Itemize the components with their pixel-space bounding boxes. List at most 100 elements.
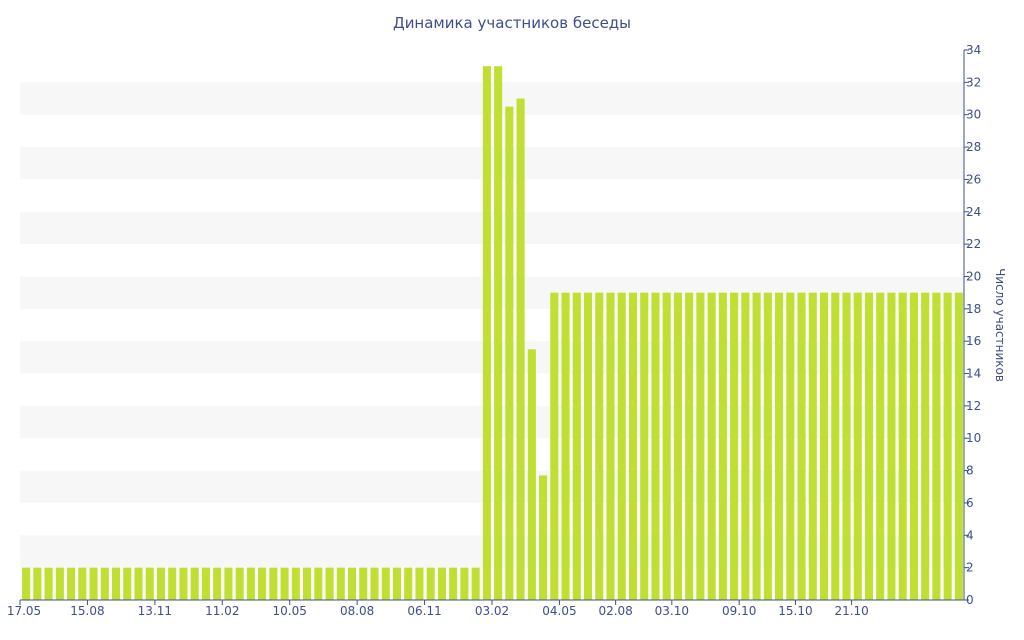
bar bbox=[932, 292, 941, 600]
bar bbox=[145, 567, 154, 600]
bar bbox=[673, 292, 682, 600]
y-tick-label: 18 bbox=[966, 302, 981, 316]
bars bbox=[22, 66, 963, 601]
y-tick-label: 30 bbox=[966, 108, 981, 122]
y-tick-label: 8 bbox=[966, 464, 974, 478]
bar bbox=[44, 567, 53, 600]
bar bbox=[696, 292, 705, 600]
bar bbox=[111, 567, 121, 600]
y-axis-label: Число участников bbox=[993, 268, 1007, 382]
y-tick-label: 16 bbox=[966, 334, 981, 348]
x-tick-label: 11.02 bbox=[205, 604, 239, 618]
bar bbox=[415, 567, 424, 600]
y-tick-label: 10 bbox=[966, 431, 981, 445]
bar bbox=[539, 475, 548, 600]
y-tick-label: 2 bbox=[966, 561, 974, 575]
x-tick-label: 17.05 bbox=[7, 604, 41, 618]
y-tick-label: 12 bbox=[966, 399, 981, 413]
bar bbox=[819, 292, 829, 600]
bar bbox=[280, 567, 289, 600]
grid-band bbox=[20, 82, 964, 115]
bar bbox=[359, 567, 368, 600]
x-tick-label: 03.10 bbox=[655, 604, 689, 618]
bar bbox=[842, 292, 851, 600]
bar bbox=[730, 292, 739, 600]
bar bbox=[22, 567, 31, 600]
y-tick-label: 22 bbox=[966, 237, 981, 251]
bar bbox=[808, 292, 817, 600]
bar bbox=[752, 292, 761, 600]
bar bbox=[651, 292, 660, 600]
x-tick-label: 15.10 bbox=[778, 604, 812, 618]
bar bbox=[449, 567, 458, 600]
bar bbox=[325, 567, 334, 600]
bar bbox=[404, 567, 413, 600]
bar bbox=[617, 292, 626, 600]
x-tick-label: 04.05 bbox=[542, 604, 576, 618]
bar bbox=[954, 292, 963, 600]
y-tick-label: 0 bbox=[966, 593, 974, 607]
bar bbox=[168, 567, 177, 600]
bar bbox=[347, 567, 357, 600]
y-tick-label: 4 bbox=[966, 528, 974, 542]
bar bbox=[718, 292, 727, 600]
x-tick-label: 13.11 bbox=[138, 604, 172, 618]
grid-band bbox=[20, 147, 964, 180]
x-tick-label: 15.08 bbox=[70, 604, 104, 618]
y-tick-label: 34 bbox=[966, 43, 981, 57]
bar bbox=[213, 567, 222, 600]
y-tick-label: 20 bbox=[966, 269, 981, 283]
y-tick-label: 26 bbox=[966, 172, 981, 186]
x-tick-label: 21.10 bbox=[834, 604, 868, 618]
bar bbox=[583, 292, 593, 600]
bar bbox=[134, 567, 143, 600]
bar bbox=[179, 567, 188, 600]
bar bbox=[831, 292, 840, 600]
bar bbox=[55, 567, 64, 600]
bar bbox=[269, 567, 278, 600]
bar bbox=[505, 106, 514, 601]
bar bbox=[786, 292, 795, 600]
bar bbox=[887, 292, 896, 600]
bar bbox=[864, 292, 874, 600]
bar bbox=[662, 292, 671, 600]
bar bbox=[707, 292, 716, 600]
bar bbox=[392, 567, 402, 600]
grid-band bbox=[20, 211, 964, 245]
bar bbox=[426, 567, 435, 600]
bar bbox=[314, 567, 323, 600]
bar bbox=[482, 66, 491, 601]
bar bbox=[381, 567, 390, 600]
bar bbox=[201, 567, 210, 600]
bar bbox=[527, 349, 536, 600]
y-tick-label: 6 bbox=[966, 496, 974, 510]
bar bbox=[921, 292, 930, 600]
bar bbox=[246, 567, 255, 600]
grid-band bbox=[20, 470, 964, 503]
bar bbox=[606, 292, 615, 600]
bar bbox=[561, 292, 570, 600]
x-tick-label: 08.08 bbox=[340, 604, 374, 618]
bar bbox=[763, 292, 772, 600]
grid-band bbox=[20, 535, 964, 568]
bar bbox=[943, 292, 952, 600]
bar bbox=[494, 66, 503, 601]
bar bbox=[123, 567, 132, 600]
bar bbox=[876, 292, 885, 600]
x-tick-label: 06.11 bbox=[407, 604, 441, 618]
chart-title: Динамика участников беседы bbox=[393, 14, 631, 32]
bar bbox=[909, 292, 918, 600]
x-tick-label: 03.02 bbox=[475, 604, 509, 618]
y-tick-label: 32 bbox=[966, 75, 981, 89]
bar bbox=[33, 567, 42, 600]
bar bbox=[78, 567, 87, 600]
bar bbox=[291, 567, 300, 600]
bar bbox=[460, 567, 469, 600]
bar bbox=[190, 567, 199, 600]
y-tick-label: 28 bbox=[966, 140, 981, 154]
bar bbox=[471, 567, 480, 600]
grid-band bbox=[20, 341, 964, 374]
bar bbox=[640, 292, 649, 600]
